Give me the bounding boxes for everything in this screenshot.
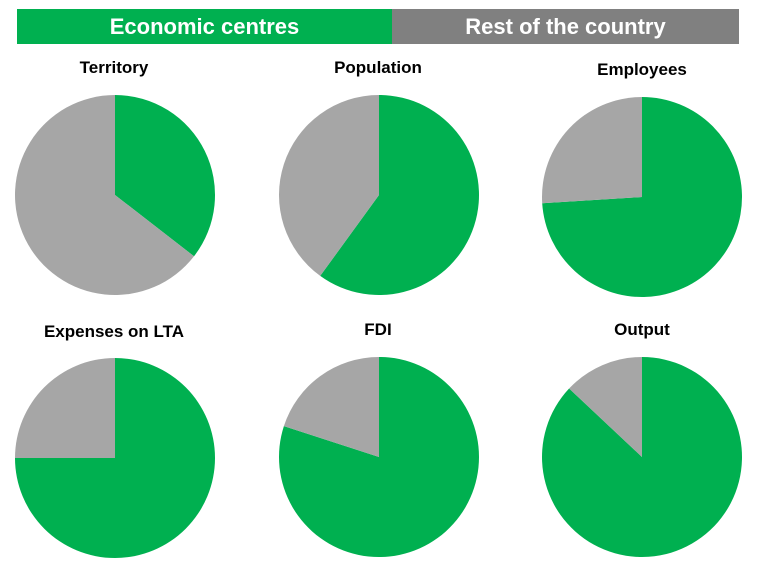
legend-economic-centres: Economic centres	[17, 9, 392, 44]
pie-title-population: Population	[334, 58, 422, 77]
pie-slice-employees-economic-centres	[542, 97, 743, 297]
legend-economic-centres-label: Economic centres	[109, 13, 300, 39]
pie-slice-output-economic-centres	[542, 357, 743, 557]
pie-title-employees: Employees	[597, 60, 687, 79]
pie-slice-fdi-economic-centres	[278, 357, 479, 557]
pie-slice-output-rest-of-country	[569, 357, 642, 457]
pie-slice-population-rest-of-country	[279, 95, 379, 276]
legend-rest-of-country-label: Rest of the country	[465, 13, 666, 39]
pie-chart-territory	[15, 95, 216, 295]
pie-title-output: Output	[614, 320, 670, 339]
pie-slice-employees-rest-of-country	[542, 97, 642, 204]
pie-chart-fdi	[278, 357, 479, 557]
pie-title-expenses-on-lta: Expenses on LTA	[43, 322, 185, 341]
pie-chart-expenses-on-lta	[15, 358, 215, 558]
pie-slice-territory-rest-of-country	[15, 95, 195, 295]
legend-rest-of-country: Rest of the country	[392, 9, 739, 44]
pie-chart-employees	[542, 97, 743, 297]
pie-chart-output	[542, 357, 743, 557]
pie-slice-expenses-on-lta-rest-of-country	[15, 358, 115, 458]
pie-chart-population	[279, 95, 480, 295]
pie-slice-fdi-rest-of-country	[283, 357, 379, 457]
pie-title-fdi: FDI	[364, 320, 392, 339]
pie-title-territory: Territory	[79, 58, 149, 77]
pie-slice-population-economic-centres	[320, 95, 480, 295]
pie-slice-territory-economic-centres	[115, 95, 216, 257]
